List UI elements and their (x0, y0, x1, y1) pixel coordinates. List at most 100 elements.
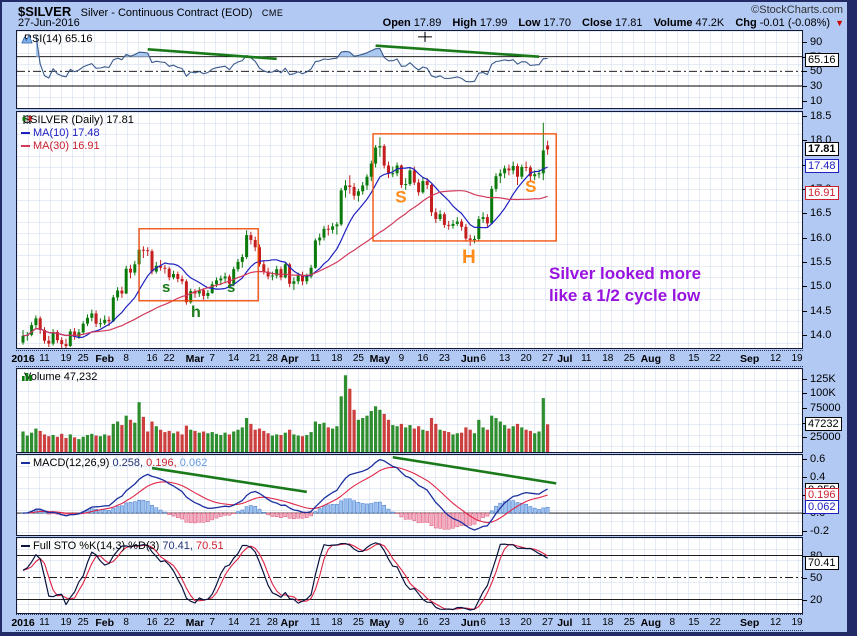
macd-histogram-bar (459, 512, 464, 526)
macd-histogram-bar (468, 512, 473, 526)
date-tick-label: 11 (581, 353, 592, 364)
macd-histogram-bar (102, 509, 107, 514)
volume-bar (528, 430, 532, 452)
volume-bar (515, 423, 520, 452)
volume-bar (146, 431, 150, 452)
rsi-plot (17, 31, 802, 108)
volume-bar (253, 429, 257, 452)
date-tick-label: 25 (623, 353, 635, 364)
macd-histogram-bar (403, 512, 408, 520)
volume-bar (227, 434, 231, 452)
candle-body (223, 276, 227, 279)
volume-bar (348, 388, 352, 452)
macd-histogram-bar (421, 512, 425, 523)
candle-body (464, 226, 468, 239)
axis-tick (802, 140, 807, 142)
volume-bar (374, 406, 378, 452)
macd-histogram-bar (111, 507, 116, 514)
candle-body (344, 185, 347, 191)
sto-panel: Full STO %K(14,3) %D(3) 70.41, 70.51 (16, 537, 803, 614)
candle-body (365, 176, 369, 186)
volume-bar (163, 432, 167, 452)
volume-bar (404, 427, 408, 452)
macd-histogram-bar (193, 512, 197, 524)
macd-signal-value: 0.196, (146, 457, 177, 469)
candle-body (215, 280, 218, 285)
macd-histogram-bar (287, 512, 292, 519)
candle-body (236, 261, 240, 270)
candle-body (292, 281, 296, 284)
axis-tick (802, 56, 807, 58)
axis-tick (802, 213, 807, 215)
macd-histogram-bar (382, 505, 387, 514)
candle-body (335, 224, 339, 227)
candle-body (266, 271, 270, 277)
pattern-letter: S (525, 177, 536, 196)
date-tick-label: 8 (669, 617, 676, 628)
volume-bar (494, 418, 498, 452)
grid (17, 455, 802, 535)
volume-bar (520, 427, 524, 452)
candle-body (374, 147, 378, 164)
volume-bar (90, 433, 94, 452)
date-tick-label: 22 (163, 617, 175, 628)
sto-line-swatch-icon (21, 545, 30, 548)
macd-histogram-bar (201, 512, 206, 523)
copyright-link[interactable]: ©StockCharts.com (751, 4, 843, 16)
annotation-note: Silver looked more like a 1/2 cycle low (549, 263, 701, 307)
macd-histogram-bar (416, 512, 421, 523)
macd-histogram-bar (115, 505, 120, 514)
candle-body (258, 247, 261, 265)
candle-body (81, 323, 85, 333)
volume-bar (51, 435, 55, 452)
volume-legend: Volume 47,232 (21, 371, 97, 384)
candle-body (421, 181, 425, 193)
axis-tick (802, 437, 807, 439)
frame-right (847, 0, 857, 636)
volume-bar (292, 434, 296, 452)
date-tick-label: Jun (460, 617, 480, 629)
ma30-legend-label: MA(30) 16.91 (33, 140, 100, 152)
axis-tick (802, 86, 807, 87)
axis-tick-label: 10 (810, 94, 823, 107)
macd-histogram-bar (541, 507, 546, 514)
date-tick-label: 6 (480, 617, 486, 628)
date-tick-label: 18 (602, 617, 614, 628)
volume-bar (309, 432, 313, 452)
axis-tick-label: 50 (810, 571, 823, 584)
volume-bar (176, 431, 180, 452)
candle-body (219, 278, 223, 281)
volume-bar (326, 427, 330, 452)
date-tick-label: 19 (60, 617, 72, 628)
candle-body (180, 278, 184, 282)
date-tick-label: 25 (77, 617, 89, 628)
macd-histogram-bar (356, 502, 361, 514)
candle-body (189, 291, 193, 303)
date-tick-label: May (369, 617, 391, 629)
axis-tick (802, 378, 807, 380)
volume-bar (275, 434, 279, 452)
volume-bar (167, 430, 171, 452)
ma30-legend: MA(30) 16.91 (21, 140, 100, 153)
candle-body (404, 184, 408, 186)
candle-body (503, 168, 507, 174)
date-tick-label: 18 (602, 353, 614, 364)
macd-histogram-bar (408, 512, 412, 520)
candle-body (399, 165, 403, 185)
axis-tick-label: 125K (810, 372, 836, 385)
macd-histogram-bar (335, 504, 339, 514)
axis-tick (802, 393, 807, 395)
macd-histogram-bar (515, 502, 520, 514)
macd-histogram-bar (218, 512, 223, 517)
date-tick-label: 12 (769, 353, 782, 364)
macd-histogram-bar (476, 512, 481, 521)
candle-body (296, 275, 300, 282)
axis-tick (802, 513, 807, 515)
volume-bar (288, 429, 292, 452)
date-tick-label: 11 (39, 353, 50, 364)
macd-histogram-bar (188, 512, 193, 523)
candle-body (184, 281, 188, 303)
date-tick-label: 16 (417, 617, 429, 628)
chart-date: 27-Jun-2016 (18, 17, 80, 29)
volume-bar (386, 419, 391, 452)
